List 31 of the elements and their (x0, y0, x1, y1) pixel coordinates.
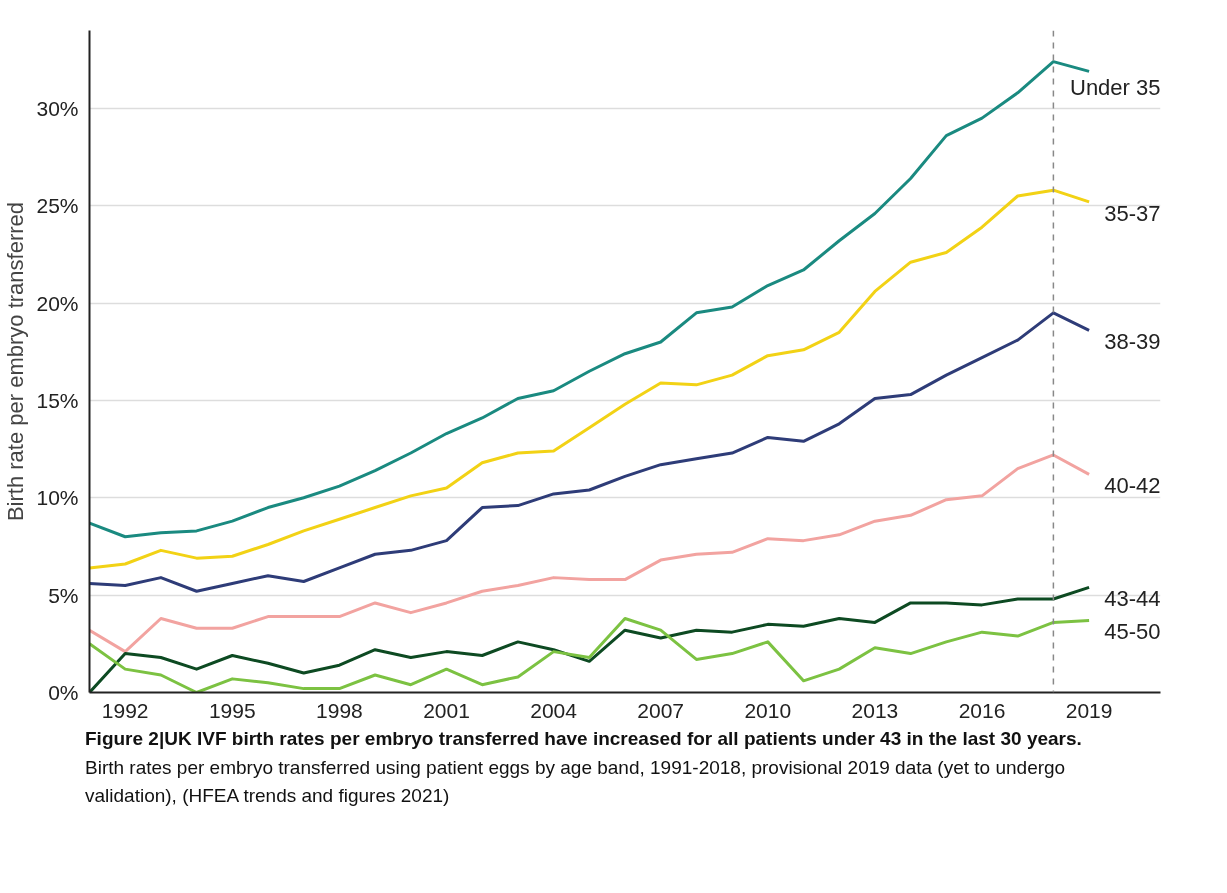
y-tick-label: 20% (36, 291, 79, 315)
line-series (89, 585, 1091, 693)
x-tick-label: 2001 (423, 698, 470, 722)
y-tick-label: 0% (48, 681, 79, 704)
x-tick-label: 2004 (530, 698, 578, 722)
line-series (89, 311, 1091, 593)
x-tick-label: 1992 (101, 698, 149, 722)
line-series (89, 453, 1091, 654)
x-tick-label: 2013 (851, 698, 899, 722)
y-tick-label: 5% (48, 583, 79, 607)
text: Figure 2|UK IVF birth rates per embryo transferred have increased for all patients under 43 in the last 30 years. (85, 728, 1082, 749)
y-tick-label: 10% (36, 486, 79, 510)
series-label: 40-42 (1104, 473, 1161, 499)
y-tick-label: 30% (36, 96, 79, 120)
x-tick-label: 1998 (316, 698, 363, 722)
y-tick-label: 15% (36, 388, 79, 412)
x-tick-label: 2019 (1065, 698, 1113, 722)
x-tick-label: 2016 (958, 698, 1006, 722)
x-tick-label: 2010 (744, 698, 792, 722)
x-tick-label: 2007 (637, 698, 685, 722)
series-label: Under 35 (1070, 75, 1161, 101)
series-label: 35-37 (1104, 200, 1161, 226)
series-label: 43-44 (1104, 586, 1161, 612)
line-series (89, 617, 1091, 693)
x-tick-label: 1995 (208, 698, 256, 722)
series-label: 38-39 (1104, 329, 1161, 355)
y-tick-label: 25% (36, 194, 79, 218)
series-label: 45-50 (1104, 619, 1161, 645)
y-axis-title: Birth rate per embryo transferred (3, 201, 29, 522)
text: Birth rates per embryo transferred using patient eggs by age band, 1991-2018, provisional 2019 data (yet to undergo validation), (HFEA trends and figures 2021) (85, 756, 1066, 806)
line-series (89, 188, 1091, 570)
